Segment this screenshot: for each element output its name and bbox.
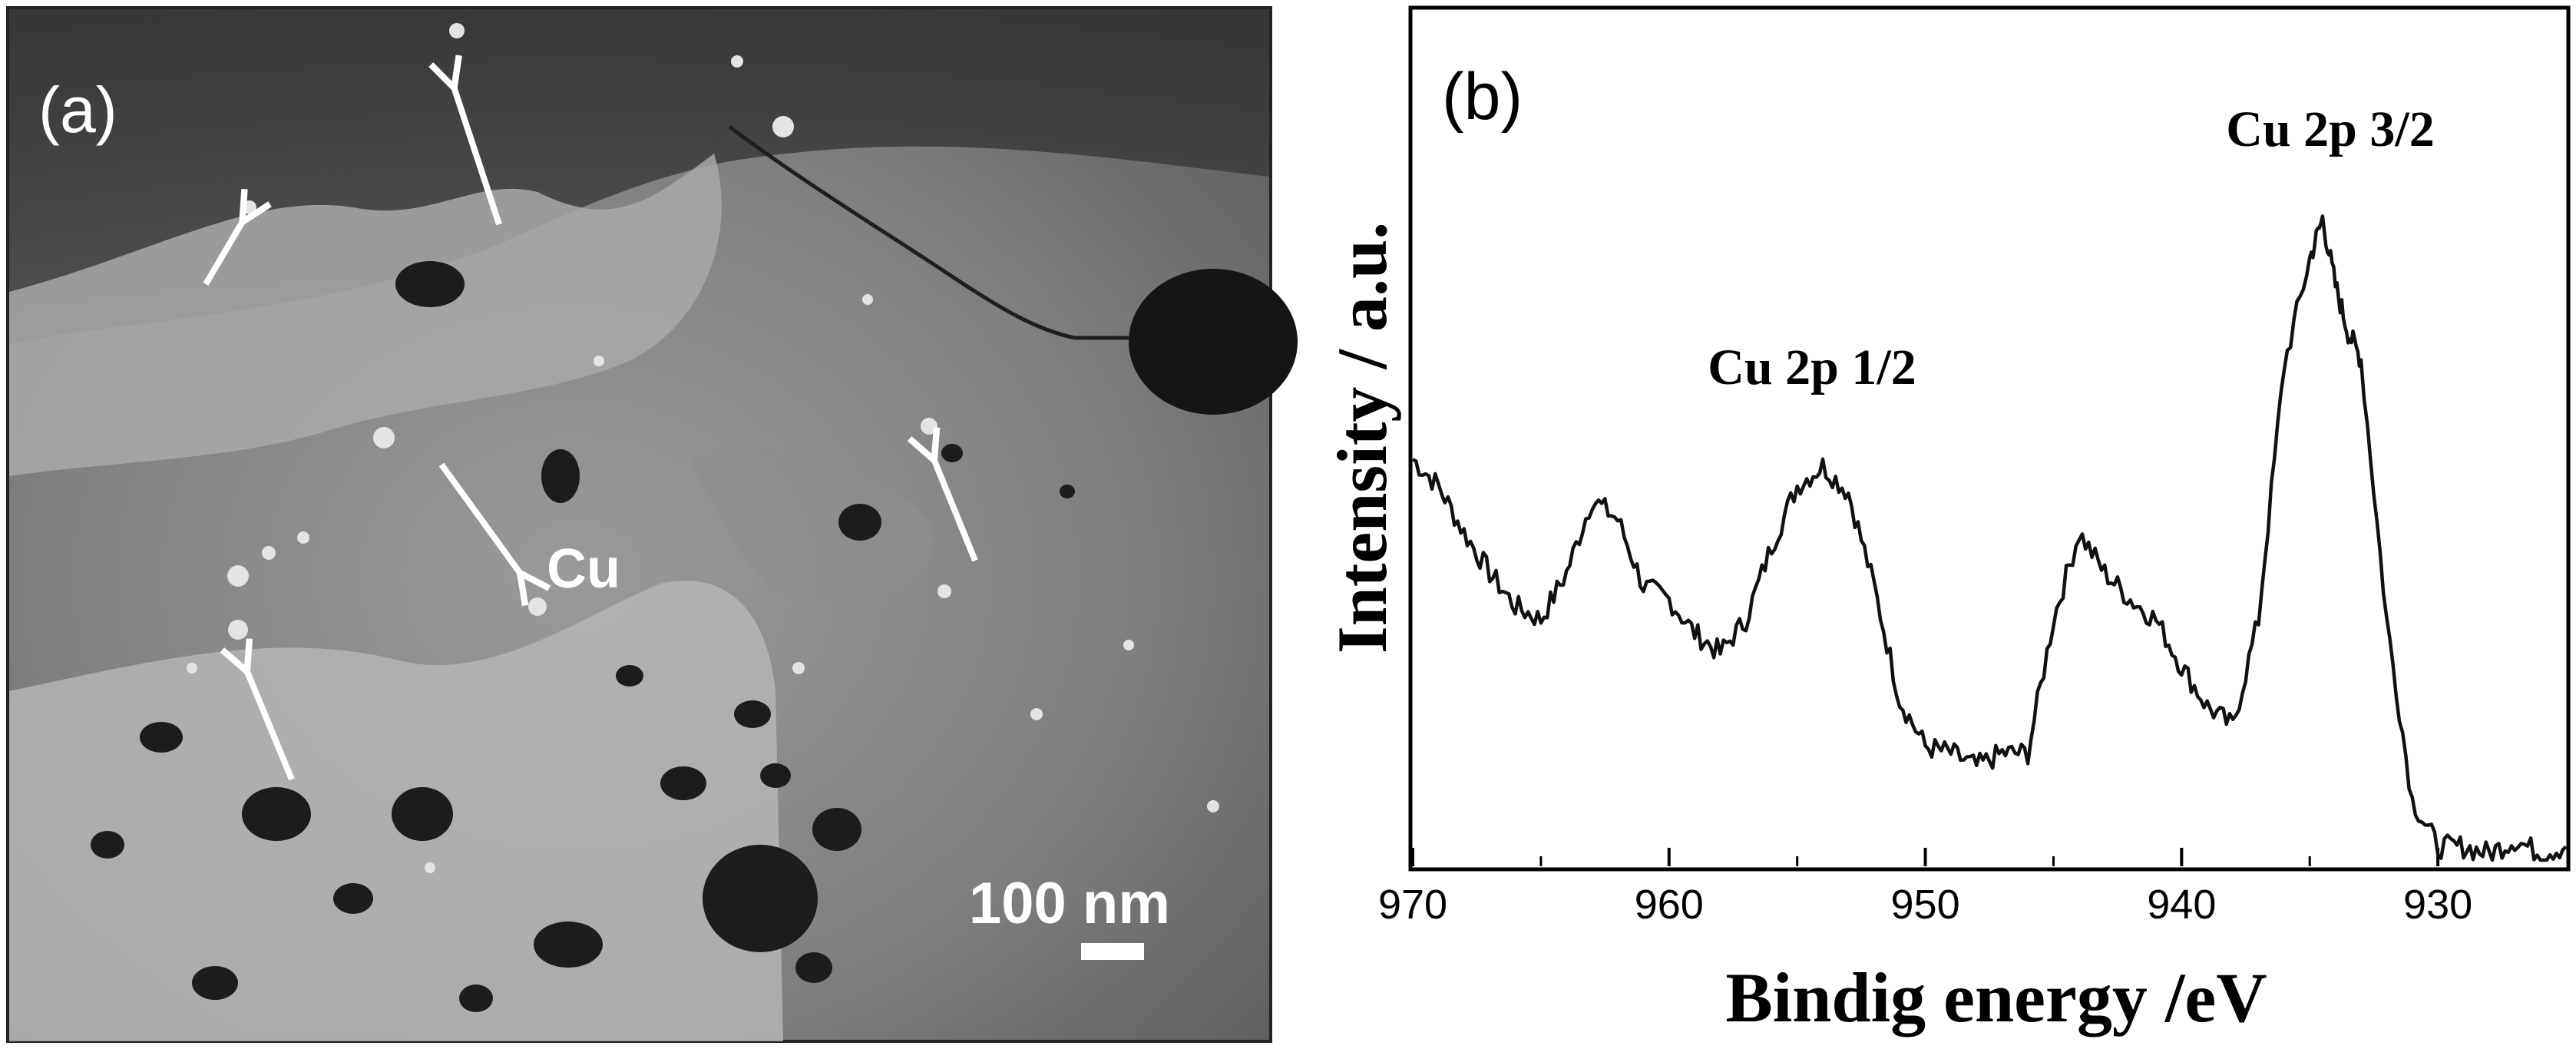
x-tick-label-940: 940 [2147,882,2216,928]
panel-b-label: (b) [1442,60,1523,134]
sem-layer-1 [9,154,722,476]
chart-frame [1408,5,2571,872]
arrow-4 [933,457,978,562]
arrow-cu [438,462,522,576]
x-axis-label: Bindig energy /eV [1725,958,2267,1037]
xps-chart: (b) 970 960 950 940 930 Cu 2p 3/2 Cu 2p 1/2 … [1323,5,2571,1037]
annotation-cu-2p-1-2: Cu 2p 1/2 [1708,339,1916,395]
sem-layer-3 [691,448,935,607]
sem-arrows [203,84,978,781]
x-tick-label-950: 950 [1891,882,1960,928]
panel-a-label: (a) [38,74,117,146]
arrow-5 [246,668,295,781]
y-axis-label: Intensity / a.u. [1323,222,1401,654]
x-tick-label-930: 930 [2403,882,2472,928]
arrow-1 [453,84,502,226]
arrow-2 [203,219,244,286]
scale-bar [1081,943,1144,960]
x-tick-labels: 970 960 950 940 930 [1378,882,2472,928]
x-tick-label-970: 970 [1378,882,1447,928]
sem-panel: (a) Cu 100 nm [6,6,1298,1043]
sem-crack [728,124,1129,340]
cu-particle-label: Cu [547,538,620,600]
sem-large-pore [1129,269,1298,415]
x-tick-label-960: 960 [1635,882,1704,928]
annotation-cu-2p-3-2: Cu 2p 3/2 [2226,101,2434,157]
sem-pores [91,261,1075,1012]
scale-bar-label: 100 nm [969,871,1170,936]
spectrum-line [1411,214,2568,862]
